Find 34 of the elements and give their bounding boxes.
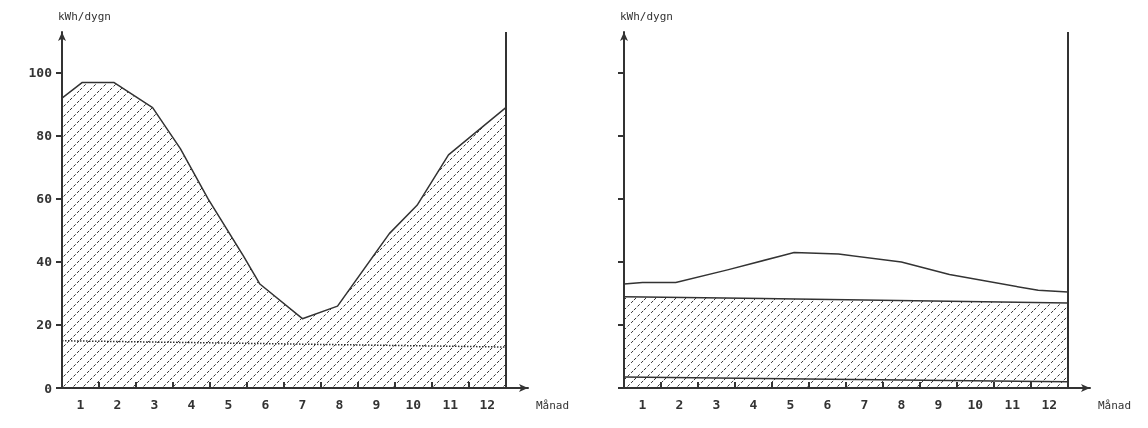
x-tick-label: 2 [675, 397, 684, 412]
x-tick-label: 1 [638, 397, 647, 412]
x-tick-label: 7 [298, 397, 307, 412]
x-tick-label: 3 [150, 397, 159, 412]
x-tick-label: 9 [372, 397, 381, 412]
y-tick-label: 60 [36, 191, 53, 207]
x-tick-label: 5 [224, 397, 233, 412]
x-tick-label: 8 [335, 397, 344, 412]
x-tick-label: 12 [479, 397, 496, 412]
x-tick-label: 5 [786, 397, 795, 412]
x-tick-label: 10 [967, 397, 984, 412]
x-tick-label: 11 [1004, 397, 1021, 412]
y-axis-title: kWh/dygn [620, 10, 673, 23]
y-tick-label: 100 [28, 65, 53, 81]
x-tick-label: 12 [1041, 397, 1058, 412]
x-tick-label: 7 [860, 397, 869, 412]
x-tick-label: 10 [405, 397, 422, 412]
y-tick-label: 40 [36, 254, 53, 270]
x-tick-label: 1 [76, 397, 85, 412]
x-tick-label: 4 [749, 397, 758, 412]
x-tick-label: 6 [823, 397, 832, 412]
y-tick-label: 20 [36, 317, 53, 333]
x-tick-label: 3 [712, 397, 721, 412]
y-tick-label: 0 [44, 380, 53, 396]
x-axis-title: Månad [536, 399, 570, 412]
x-tick-label: 2 [113, 397, 122, 412]
x-tick-label: 6 [261, 397, 270, 412]
y-tick-label: 80 [36, 128, 53, 144]
y-axis-title: kWh/dygn [58, 10, 111, 23]
x-tick-label: 9 [934, 397, 943, 412]
x-tick-label: 8 [897, 397, 906, 412]
x-tick-label: 11 [442, 397, 459, 412]
x-tick-label: 4 [187, 397, 196, 412]
x-axis-title: Månad [1098, 399, 1132, 412]
